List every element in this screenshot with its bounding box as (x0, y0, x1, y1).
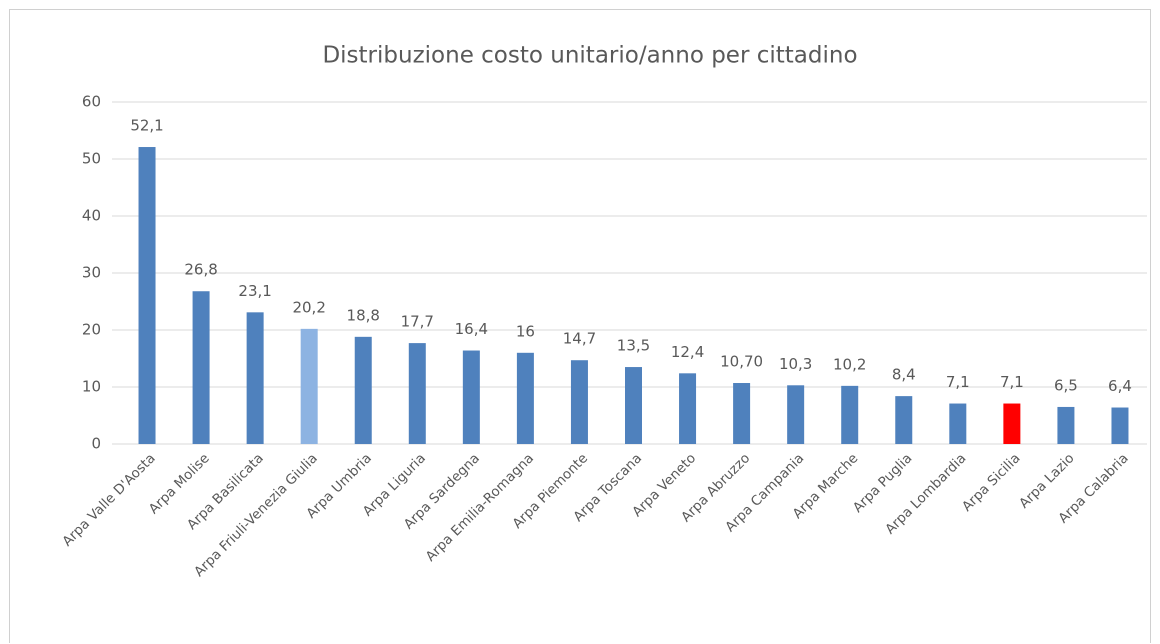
bar (949, 403, 967, 444)
bar (192, 291, 210, 444)
bar (516, 352, 534, 444)
y-tick-label: 40 (82, 207, 101, 225)
x-tick-label: Arpa Valle D'Aosta (59, 450, 158, 549)
chart-border (9, 9, 1151, 643)
y-tick-label: 10 (82, 378, 101, 396)
y-tick-label: 30 (82, 264, 101, 282)
value-label: 13,5 (617, 337, 650, 355)
value-label: 10,70 (720, 353, 763, 371)
value-label: 8,4 (892, 366, 916, 384)
bar (679, 373, 697, 444)
bar (1057, 406, 1075, 444)
value-label: 7,1 (946, 373, 970, 391)
value-label: 23,1 (238, 282, 271, 300)
bar (895, 396, 913, 444)
value-label: 20,2 (292, 298, 325, 316)
y-tick-label: 20 (82, 321, 101, 339)
bar (1003, 403, 1021, 444)
y-tick-label: 0 (91, 435, 101, 453)
bar (408, 343, 426, 444)
value-label: 16 (516, 322, 535, 340)
value-label: 6,4 (1108, 377, 1132, 395)
bar (246, 312, 264, 444)
bar (138, 147, 156, 444)
value-label: 18,8 (347, 306, 380, 324)
bar (354, 336, 372, 444)
chart-title: Distribuzione costo unitario/anno per ci… (322, 43, 857, 69)
bar (300, 328, 318, 444)
value-label: 17,7 (401, 313, 434, 331)
x-tick-label: Arpa Sicilia (959, 450, 1023, 514)
value-label: 7,1 (1000, 373, 1024, 391)
value-label: 12,4 (671, 343, 704, 361)
y-tick-label: 50 (82, 150, 101, 168)
value-label: 14,7 (563, 330, 596, 348)
bar (462, 350, 480, 444)
value-label: 6,5 (1054, 376, 1078, 394)
value-label: 10,3 (779, 355, 812, 373)
value-label: 52,1 (130, 117, 163, 135)
bar (733, 383, 751, 444)
value-label: 16,4 (455, 320, 488, 338)
value-label: 10,2 (833, 355, 866, 373)
bar (570, 360, 588, 444)
bar (787, 385, 805, 444)
y-tick-label: 60 (82, 93, 101, 111)
value-label: 26,8 (184, 261, 217, 279)
bar (625, 367, 642, 444)
bar (1111, 407, 1129, 444)
bar (841, 385, 859, 444)
x-tick-label: Arpa Emilia-Romagna (423, 450, 537, 564)
